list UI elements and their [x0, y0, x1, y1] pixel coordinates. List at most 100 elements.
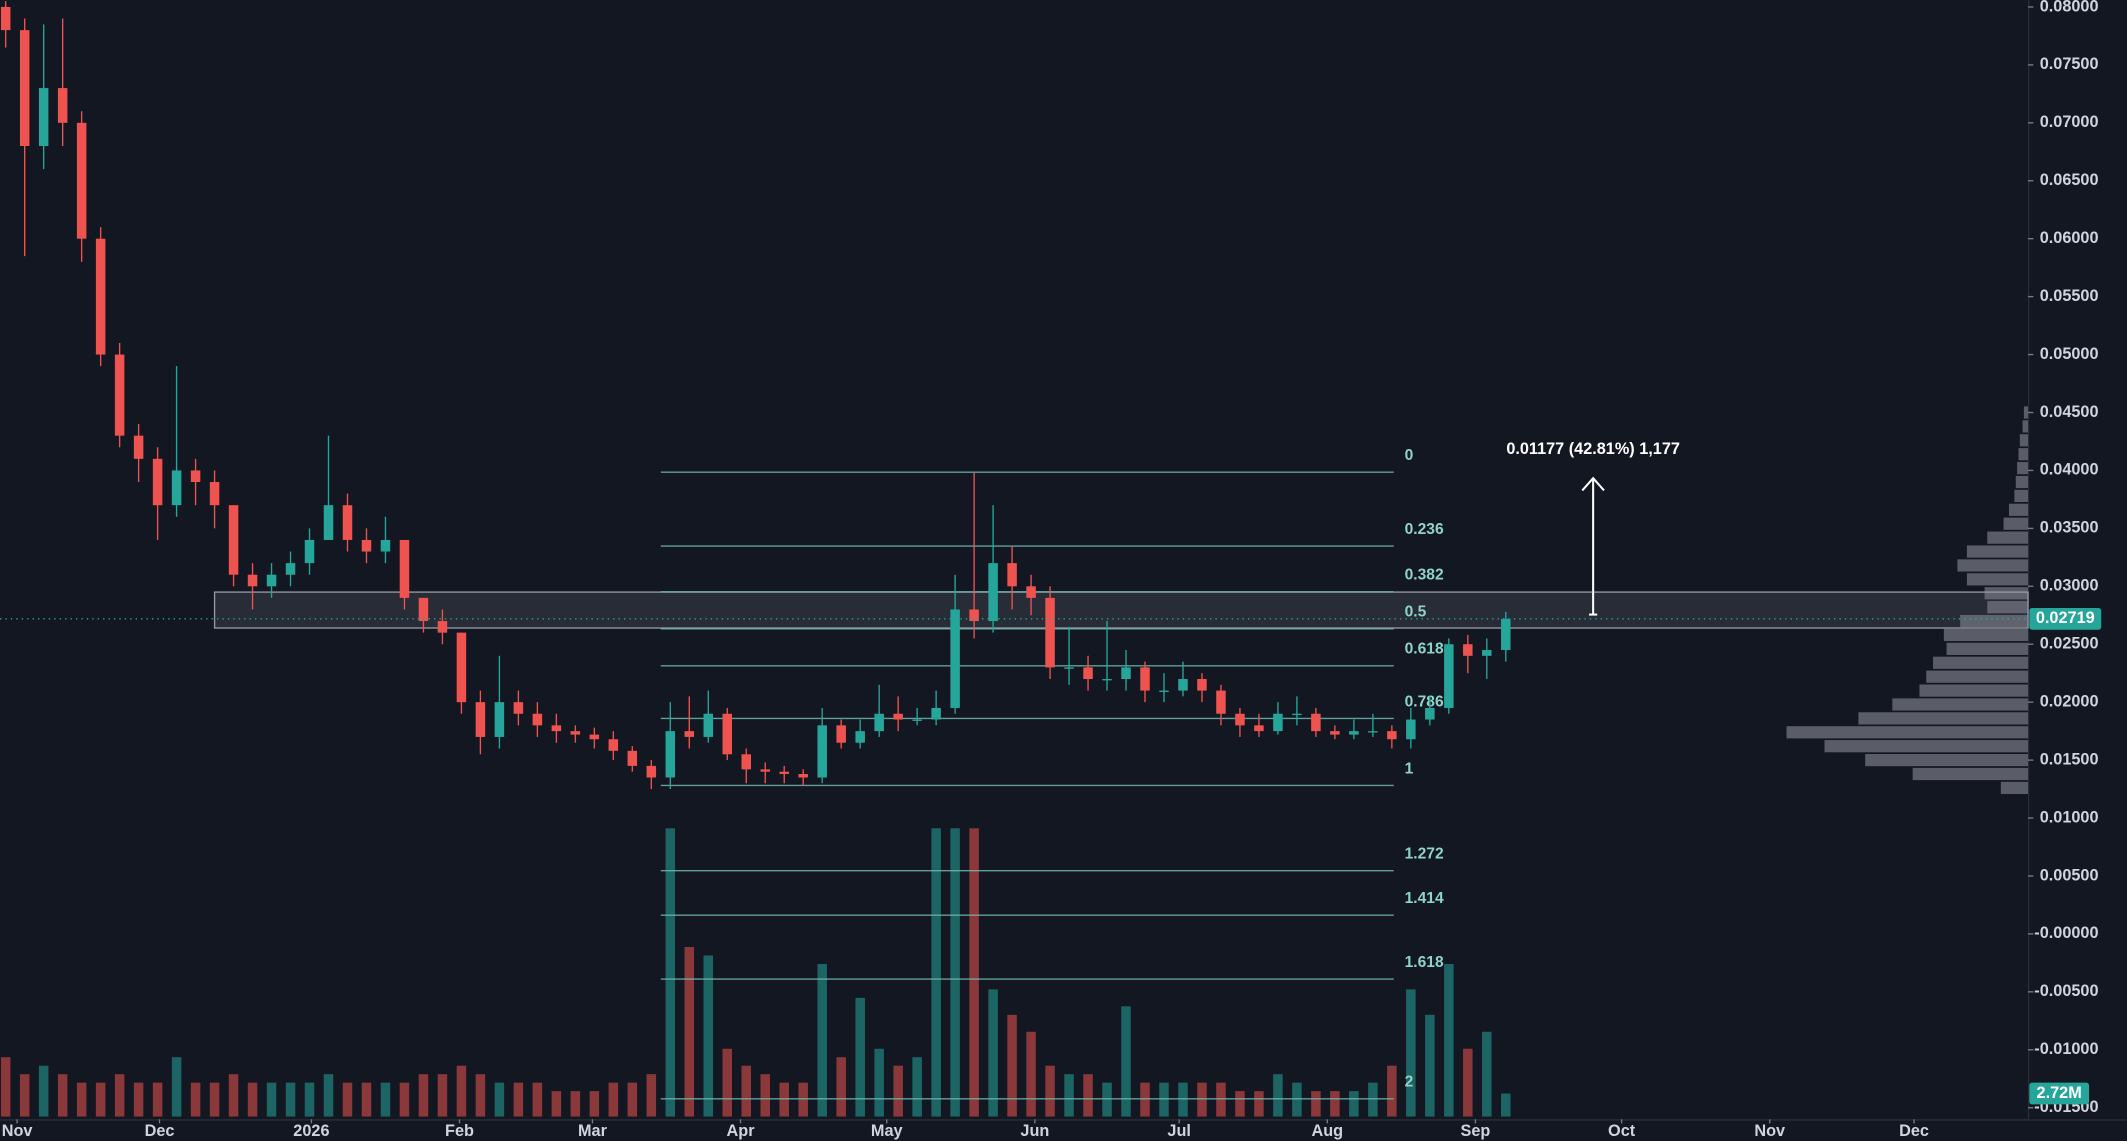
- candle-body: [266, 574, 277, 587]
- zone: [213, 591, 2029, 629]
- volume-bar: [1463, 1048, 1473, 1117]
- candle-body: [551, 725, 562, 732]
- volume-bar: [19, 1074, 30, 1117]
- candle-body: [1311, 713, 1321, 732]
- volume-profile-bar: [2014, 489, 2028, 503]
- volume-bar: [1425, 1014, 1435, 1117]
- volume-bar: [95, 1082, 106, 1117]
- y-tick-label: 0.06500: [2040, 171, 2099, 189]
- candle-body: [570, 731, 581, 735]
- volume-bar: [380, 1082, 391, 1117]
- volume-bar: [589, 1091, 600, 1117]
- volume-bar: [1121, 1006, 1131, 1117]
- y-tick-label: 0.00500: [2040, 866, 2099, 884]
- volume-bar: [1026, 1031, 1036, 1117]
- candle-body: [855, 731, 865, 743]
- candle-body: [114, 354, 125, 436]
- volume-bar: [912, 1057, 922, 1117]
- candle-body: [589, 734, 600, 740]
- volume-bar: [399, 1082, 410, 1117]
- last-price-label: 0.02719: [2036, 609, 2095, 627]
- candle-body: [722, 713, 733, 755]
- y-tick-label: 0.04000: [2040, 461, 2099, 479]
- price-axis: [2029, 0, 2127, 1120]
- y-tick-label: 0.05000: [2040, 345, 2099, 363]
- y-tick-label: 0.04500: [2040, 403, 2099, 421]
- volume-bar: [950, 828, 960, 1117]
- x-tick-label: Jul: [1167, 1122, 1191, 1140]
- candle-body: [1140, 667, 1150, 691]
- fib-label: 1: [1405, 760, 1414, 777]
- candle-body: [1178, 678, 1188, 691]
- candle-body: [323, 505, 334, 540]
- candle-body: [608, 739, 619, 751]
- volume-bar: [1140, 1082, 1150, 1117]
- volume-bar: [1102, 1082, 1112, 1117]
- volume-bar: [684, 946, 695, 1117]
- volume-bar: [342, 1082, 353, 1117]
- candle-body: [418, 597, 429, 622]
- candle-body: [532, 713, 543, 726]
- candle-body: [1102, 678, 1112, 681]
- volume-bar: [608, 1082, 619, 1117]
- candle-body: [399, 539, 410, 598]
- volume-bar: [1159, 1082, 1169, 1117]
- volume-bar: [988, 989, 998, 1117]
- candle-body: [209, 482, 220, 506]
- volume-bar: [1349, 1091, 1359, 1117]
- x-tick-label: 2026: [293, 1122, 329, 1140]
- volume-profile-bar: [2018, 448, 2028, 461]
- fib-label: 1.414: [1405, 890, 1444, 907]
- volume-bar: [190, 1082, 201, 1117]
- volume-bar: [779, 1082, 789, 1117]
- candle-body: [437, 621, 448, 633]
- candle-body: [893, 713, 903, 720]
- volume-profile-bar: [1943, 628, 2028, 642]
- volume-bar: [247, 1082, 258, 1117]
- volume-profile-bar: [2000, 781, 2028, 795]
- candle-body: [1444, 644, 1454, 708]
- volume-bar: [874, 1048, 884, 1117]
- candle-body: [342, 505, 353, 540]
- y-tick-label: 0.05500: [2040, 287, 2099, 305]
- volume-bar: [570, 1091, 581, 1117]
- candle-body: [133, 435, 144, 459]
- volume-bar: [76, 1082, 87, 1117]
- y-tick-label: -0.00000: [2034, 924, 2098, 942]
- volume-profile-bar: [1858, 712, 2028, 725]
- volume-profile-bar: [1987, 601, 2028, 614]
- volume-profile-bar: [1960, 614, 2028, 628]
- candle-body: [95, 238, 106, 355]
- y-tick-label: 0.06000: [2040, 229, 2099, 247]
- candle-body: [703, 713, 714, 737]
- volume-profile-bar: [1966, 545, 2028, 558]
- x-tick-label: Sep: [1460, 1122, 1490, 1140]
- volume-profile-bar: [1912, 767, 2028, 781]
- volume-bar: [627, 1082, 638, 1117]
- candle-body: [0, 6, 11, 31]
- volume-bar: [0, 1057, 11, 1117]
- volume-bar: [798, 1082, 808, 1117]
- candle-body: [684, 731, 695, 737]
- measure-label: 0.01177 (42.81%) 1,177: [1506, 440, 1680, 458]
- volume-profile-bar: [1786, 726, 2028, 739]
- candle-body: [247, 574, 258, 587]
- volume-bar: [323, 1074, 334, 1117]
- volume-bar: [1064, 1074, 1074, 1117]
- candle-body: [950, 609, 960, 708]
- x-tick-label: Dec: [145, 1122, 175, 1140]
- candle-body: [1387, 731, 1397, 740]
- candle-body: [456, 632, 467, 703]
- volume-profile-bar: [1966, 573, 2028, 586]
- volume-bar: [57, 1074, 68, 1117]
- x-tick-label: Apr: [727, 1122, 756, 1140]
- fib-label: 1.618: [1405, 954, 1444, 971]
- volume-bar: [38, 1065, 49, 1117]
- volume-bar: [817, 963, 827, 1117]
- candle-body: [57, 88, 68, 123]
- volume-profile-bar: [2023, 406, 2028, 419]
- volume-bar: [1406, 989, 1416, 1117]
- volume-bar: [1216, 1082, 1226, 1117]
- volume-bar: [1501, 1093, 1511, 1117]
- volume-bar: [1045, 1065, 1055, 1117]
